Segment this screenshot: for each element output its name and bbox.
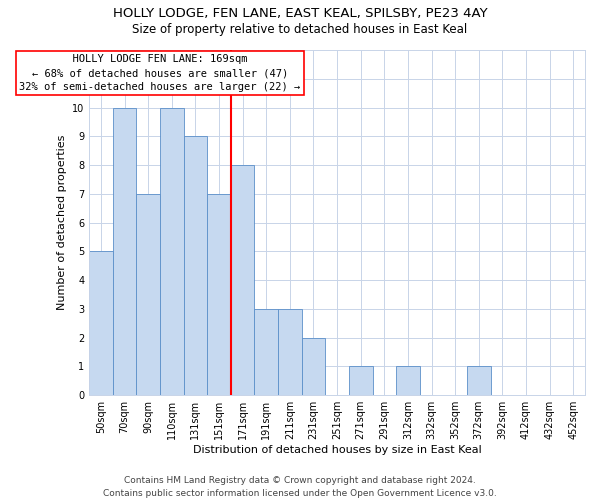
Text: Contains HM Land Registry data © Crown copyright and database right 2024.
Contai: Contains HM Land Registry data © Crown c… — [103, 476, 497, 498]
Bar — [467, 366, 491, 395]
Bar — [207, 194, 231, 395]
Bar — [396, 366, 420, 395]
Bar — [302, 338, 325, 395]
Y-axis label: Number of detached properties: Number of detached properties — [56, 135, 67, 310]
Bar — [254, 309, 278, 395]
Bar — [349, 366, 373, 395]
Bar — [278, 309, 302, 395]
Text: HOLLY LODGE FEN LANE: 169sqm  
← 68% of detached houses are smaller (47)
32% of : HOLLY LODGE FEN LANE: 169sqm ← 68% of de… — [19, 54, 301, 92]
Bar — [184, 136, 207, 395]
Text: Size of property relative to detached houses in East Keal: Size of property relative to detached ho… — [133, 22, 467, 36]
Bar — [113, 108, 136, 395]
Bar — [89, 252, 113, 395]
Text: HOLLY LODGE, FEN LANE, EAST KEAL, SPILSBY, PE23 4AY: HOLLY LODGE, FEN LANE, EAST KEAL, SPILSB… — [113, 8, 487, 20]
Bar — [160, 108, 184, 395]
X-axis label: Distribution of detached houses by size in East Keal: Distribution of detached houses by size … — [193, 445, 481, 455]
Bar — [136, 194, 160, 395]
Bar — [231, 165, 254, 395]
